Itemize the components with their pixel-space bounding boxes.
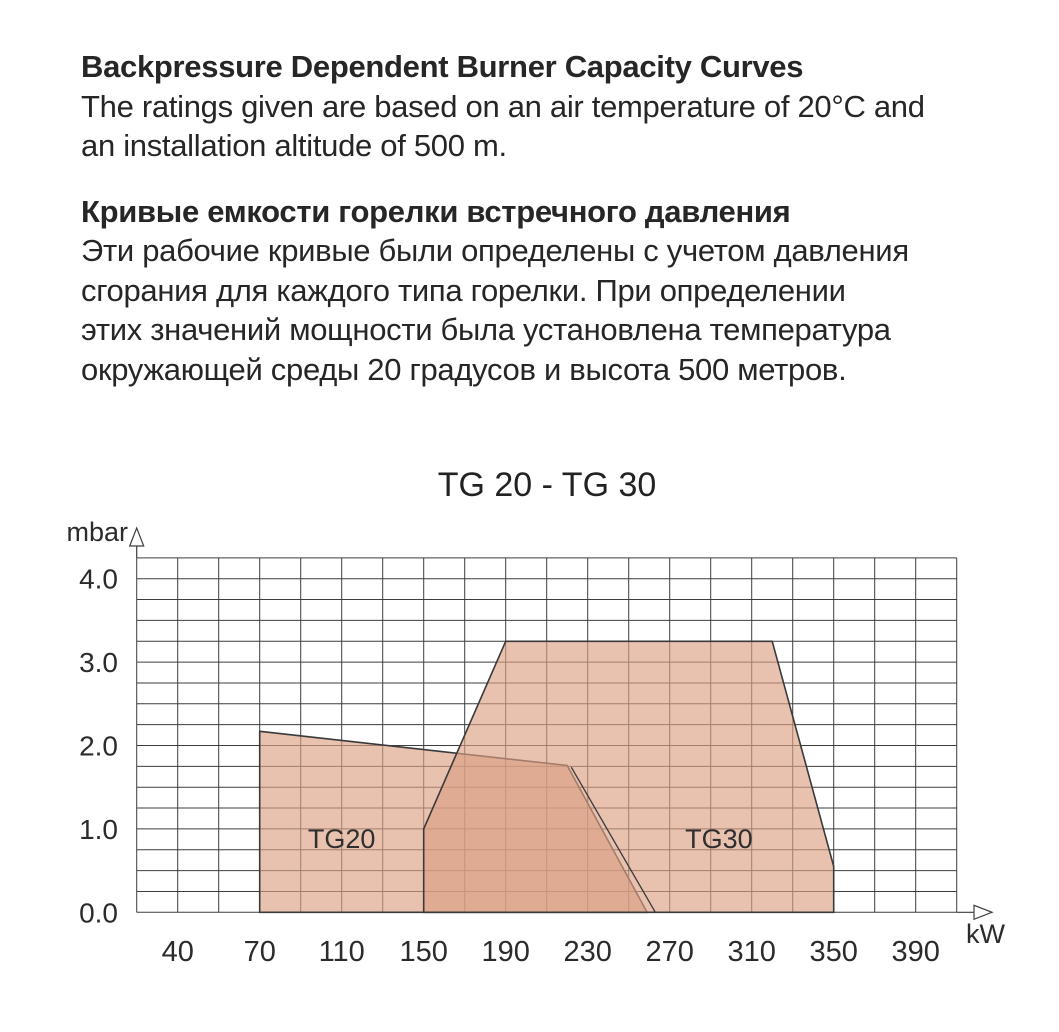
x-tick-label: 270 xyxy=(646,936,694,968)
y-tick-label: 4.0 xyxy=(79,564,118,595)
region-label-tg20: TG20 xyxy=(308,824,376,854)
y-tick-label: 1.0 xyxy=(79,814,118,845)
x-tick-label: 230 xyxy=(564,936,612,968)
x-tick-label: 70 xyxy=(244,936,276,968)
english-heading: Backpressure Dependent Burner Capacity C… xyxy=(81,49,804,84)
y-tick-label: 3.0 xyxy=(79,647,118,678)
x-tick-label: 390 xyxy=(892,936,940,968)
russian-body: Эти рабочие кривые были определены с уче… xyxy=(81,233,909,387)
x-axis-unit-label: kW xyxy=(966,919,1006,949)
y-axis-arrow-icon xyxy=(128,526,145,547)
x-tick-label: 40 xyxy=(162,936,194,968)
tg20-double-edge-line xyxy=(570,766,656,913)
x-tick-label: 310 xyxy=(728,936,776,968)
x-tick-label: 350 xyxy=(810,936,858,968)
english-body: The ratings given are based on an air te… xyxy=(81,88,925,164)
x-tick-label: 190 xyxy=(482,936,530,968)
x-tick-label: 150 xyxy=(400,936,448,968)
chart-title: TG 20 - TG 30 xyxy=(437,466,657,504)
russian-heading: Кривые емкости горелки встречного давлен… xyxy=(81,193,791,229)
region-label-tg30: TG30 xyxy=(685,824,753,854)
y-tick-label: 0.0 xyxy=(79,897,118,928)
y-axis-unit-label: mbar xyxy=(66,517,128,547)
intro-text-block: Backpressure Dependent Burner Capacity C… xyxy=(81,47,981,389)
y-tick-label: 2.0 xyxy=(79,731,118,762)
x-axis-arrow-icon xyxy=(973,904,994,921)
region-tg30 xyxy=(422,640,835,914)
x-tick-label: 110 xyxy=(319,936,365,968)
